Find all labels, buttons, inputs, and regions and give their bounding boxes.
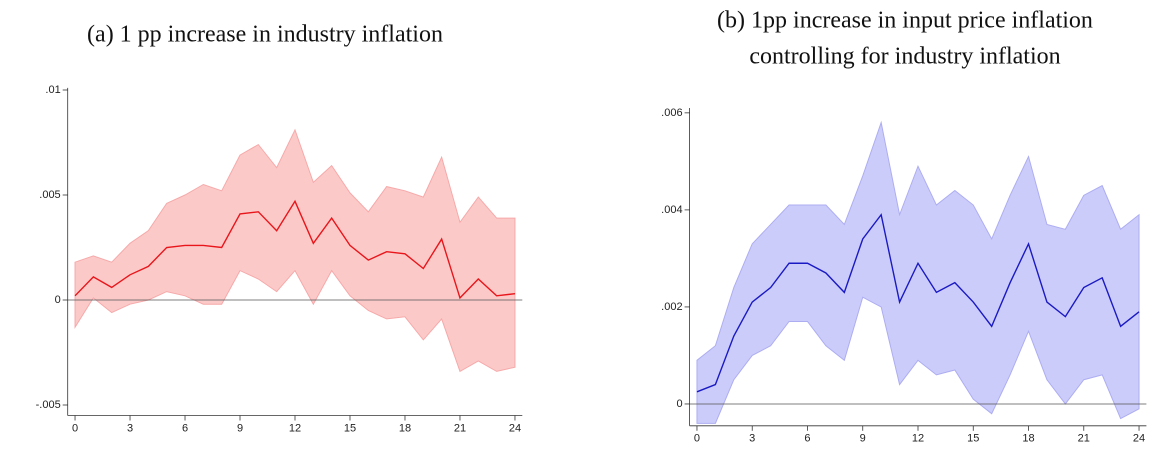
x-tick-label: 18: [1022, 433, 1034, 445]
x-tick-label: 12: [912, 433, 924, 445]
x-tick-label: 3: [749, 433, 755, 445]
x-tick-label: 6: [182, 422, 188, 434]
x-tick-label: 12: [289, 422, 301, 434]
x-tick-label: 24: [1133, 433, 1145, 445]
chart-title: controlling for industry inflation: [749, 44, 1060, 70]
confidence-band: [696, 120, 1140, 424]
confidence-band: [74, 128, 516, 373]
y-tick-label: .005: [39, 189, 60, 201]
x-tick-label: 9: [860, 433, 866, 445]
x-tick-label: 24: [509, 422, 521, 434]
x-tick-label: 6: [804, 433, 810, 445]
series-line: [696, 213, 1140, 393]
y-tick-label: .004: [661, 204, 682, 216]
x-tick-label: 3: [127, 422, 133, 434]
y-tick-label: -.005: [36, 399, 61, 411]
x-tick-label: 9: [237, 422, 243, 434]
x-tick-label: 21: [1078, 433, 1090, 445]
x-tick-label: 15: [967, 433, 979, 445]
series-line: [74, 199, 516, 300]
x-tick-label: 21: [454, 422, 466, 434]
y-tick-label: 0: [676, 398, 682, 410]
x-tick-label: 0: [72, 422, 78, 434]
y-tick-label: .006: [661, 107, 682, 119]
x-tick-label: 18: [399, 422, 411, 434]
chart-title: (a) 1 pp increase in industry inflation: [87, 22, 443, 48]
x-tick-label: 15: [344, 422, 356, 434]
y-tick-label: 0: [55, 294, 61, 306]
x-tick-label: 0: [694, 433, 700, 445]
chart-title: (b) 1pp increase in input price inflatio…: [717, 8, 1093, 34]
y-tick-label: .002: [661, 301, 682, 313]
y-tick-label: .01: [45, 84, 60, 96]
